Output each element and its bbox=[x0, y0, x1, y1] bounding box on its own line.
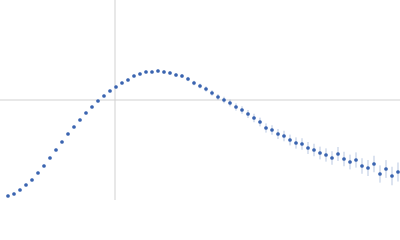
data-point bbox=[30, 178, 34, 182]
data-point bbox=[336, 152, 340, 156]
data-point bbox=[66, 132, 70, 136]
data-point bbox=[318, 151, 322, 155]
data-point bbox=[360, 164, 364, 168]
data-point bbox=[90, 105, 94, 109]
data-point bbox=[252, 116, 256, 120]
data-point bbox=[108, 89, 112, 93]
data-point bbox=[120, 81, 124, 85]
data-point bbox=[174, 73, 178, 77]
data-point bbox=[162, 70, 166, 74]
data-point bbox=[198, 84, 202, 88]
data-point bbox=[72, 125, 76, 129]
data-point bbox=[114, 85, 118, 89]
data-point bbox=[192, 81, 196, 85]
data-point bbox=[54, 148, 58, 152]
data-point bbox=[216, 95, 220, 99]
data-point bbox=[234, 105, 238, 109]
chart bbox=[0, 0, 400, 200]
data-point bbox=[84, 111, 88, 115]
data-point bbox=[168, 71, 172, 75]
data-point bbox=[378, 172, 382, 176]
data-point bbox=[24, 183, 28, 187]
data-point bbox=[276, 132, 280, 136]
data-point bbox=[210, 91, 214, 95]
data-point bbox=[42, 164, 46, 168]
data-point bbox=[246, 112, 250, 116]
data-point bbox=[138, 72, 142, 76]
data-point bbox=[300, 142, 304, 146]
data-point bbox=[366, 166, 370, 170]
data-point bbox=[180, 74, 184, 78]
data-point bbox=[240, 108, 244, 112]
data-point bbox=[18, 188, 22, 192]
data-point bbox=[270, 128, 274, 132]
data-point bbox=[294, 141, 298, 145]
data-point bbox=[354, 158, 358, 162]
data-point bbox=[306, 146, 310, 150]
data-point bbox=[144, 70, 148, 74]
data-point bbox=[126, 78, 130, 82]
data-point bbox=[48, 156, 52, 160]
data-point bbox=[204, 87, 208, 91]
data-point bbox=[348, 160, 352, 164]
data-point bbox=[396, 170, 400, 174]
data-point bbox=[342, 157, 346, 161]
data-point bbox=[258, 120, 262, 124]
data-point bbox=[96, 99, 100, 103]
data-point bbox=[330, 156, 334, 160]
data-point bbox=[228, 101, 232, 105]
data-point bbox=[312, 148, 316, 152]
data-point bbox=[156, 69, 160, 73]
data-point bbox=[102, 94, 106, 98]
data-point bbox=[372, 162, 376, 166]
data-point bbox=[12, 192, 16, 196]
data-point bbox=[36, 171, 40, 175]
data-point bbox=[384, 167, 388, 171]
data-point bbox=[132, 74, 136, 78]
data-point bbox=[282, 134, 286, 138]
data-point bbox=[222, 98, 226, 102]
data-point bbox=[60, 140, 64, 144]
data-point bbox=[78, 118, 82, 122]
data-point bbox=[6, 194, 10, 198]
data-point bbox=[150, 70, 154, 74]
data-point bbox=[390, 174, 394, 178]
data-point bbox=[324, 153, 328, 157]
data-point bbox=[186, 77, 190, 81]
data-point bbox=[264, 126, 268, 130]
data-point bbox=[288, 138, 292, 142]
